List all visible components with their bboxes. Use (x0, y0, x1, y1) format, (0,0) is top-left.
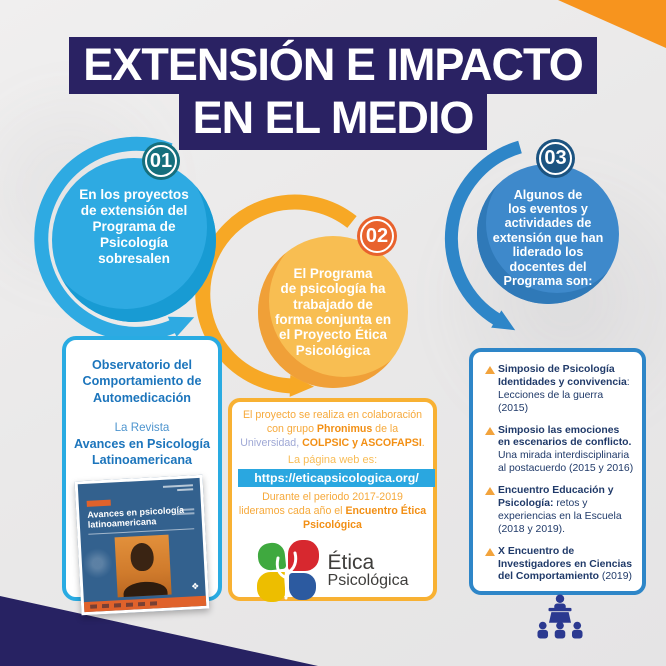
event-detail: (2019) (599, 571, 632, 583)
event-detail: retos y experiencias en la Escuela (2018… (498, 498, 622, 535)
period-description: Durante el periodo 2017-2019 lideramos c… (238, 491, 427, 533)
triangle-bullet-icon (485, 366, 495, 374)
cover-issn-text (176, 508, 195, 515)
phronimus-label: Phronimus (316, 422, 373, 435)
project-text: El proyecto se realiza en colaboración c… (242, 409, 423, 435)
journal-label: La Revista (114, 421, 170, 435)
web-label: La página web es: (287, 453, 378, 466)
logo-wordmark: Ética Psicológica (328, 552, 409, 589)
event-item: Simposio de Psicología Identidades y con… (485, 364, 634, 416)
cover-orange-tag (86, 499, 111, 507)
conference-presentation-icon (485, 593, 634, 644)
project-description: El proyecto se realiza en colaboración c… (238, 409, 427, 451)
logo-tree-icon (275, 551, 297, 600)
university-crest-icon: ❖ (190, 580, 200, 592)
cover-volume-text (162, 484, 194, 492)
event-item: Simposio las emociones en escenarios de … (485, 425, 634, 477)
step2-number: 02 (365, 224, 389, 247)
badge-ring (145, 145, 177, 177)
project-card: El proyecto se realiza en colaboración c… (228, 398, 437, 602)
step3-circle: Algunos de los eventos y actividades de … (477, 164, 619, 304)
step2-number-badge: 02 (357, 216, 397, 256)
encuentro-label: Encuentro Ética Psicológica (303, 504, 427, 531)
website-link[interactable]: https://eticapsicologica.org/ (238, 468, 435, 487)
logo-blue-leaf (288, 572, 316, 600)
event-title: X Encuentro de Investigadores en Ciencia… (498, 545, 632, 583)
triangle-bullet-icon (485, 547, 495, 556)
event-detail: Una mirada interdisciplinaria al postacu… (498, 450, 634, 475)
triangle-bullet-icon (485, 487, 495, 496)
step3-text: Algunos de los eventos y actividades de … (492, 187, 604, 288)
page-title-line2: EN EL MEDIO (178, 89, 488, 150)
cover-title: Avances en psicología latinoamericana (87, 504, 185, 530)
step3-number-badge: 03 (536, 139, 575, 178)
project-text: . (421, 436, 425, 449)
step1-text: En los proyectos de extensión del Progra… (79, 186, 189, 267)
triangle-bullet-icon (485, 426, 495, 435)
event-title: Simposio las emociones en escenarios de … (498, 424, 632, 449)
project-text: de la (372, 422, 399, 435)
logo-line2: Psicológica (327, 572, 409, 590)
observatory-card: Observatorio del Comportamiento de Autom… (62, 336, 222, 616)
badge-ring (539, 142, 572, 175)
journal-name: Avances en Psicología Latinoamericana (73, 437, 211, 468)
journal-cover-image: Avances en psicología latinoamericana ❖ (74, 474, 210, 616)
event-title: Simposio de Psicología Identidades y con… (498, 364, 627, 388)
page-title: EXTENSIÓN E IMPACTO EN EL MEDIO (0, 37, 666, 150)
cover-bottom-bar (83, 595, 207, 612)
events-card: Simposio de Psicología Identidades y con… (469, 348, 646, 639)
event-detail: : Lecciones de la guerra (2015) (498, 376, 630, 414)
cover-pattern (82, 540, 116, 586)
step1-number: 01 (149, 149, 173, 172)
period-text: Durante el periodo 2017-2019 lideramos c… (238, 490, 403, 517)
etica-psicologica-logo-mark-icon (256, 539, 319, 602)
step2-text: El Programa de psicología ha trabajado d… (274, 266, 392, 358)
universidad-label: Universidad, (240, 436, 300, 449)
step3-number: 03 (544, 147, 567, 169)
event-item: X Encuentro de Investigadores en Ciencia… (485, 546, 634, 585)
page-title-line1: EXTENSIÓN E IMPACTO (69, 37, 597, 94)
colpsic-ascofapsi-label: COLPSIC y ASCOFAPSI (299, 436, 422, 449)
badge-ring (360, 219, 394, 253)
etica-psicologica-logo: Ética Psicológica (238, 539, 427, 602)
step1-number-badge: 01 (142, 142, 180, 180)
logo-line1: Ética (327, 551, 375, 575)
event-title: Encuentro Educación y Psicología: (498, 485, 614, 510)
event-item: Encuentro Educación y Psicología: retos … (485, 485, 634, 537)
step2-circle: El Programa de psicología ha trabajado d… (258, 236, 408, 388)
cover-portrait-photo (114, 534, 172, 598)
step1-circle: En los proyectos de extensión del Progra… (52, 158, 216, 322)
observatory-title: Observatorio del Comportamiento de Autom… (82, 358, 202, 405)
